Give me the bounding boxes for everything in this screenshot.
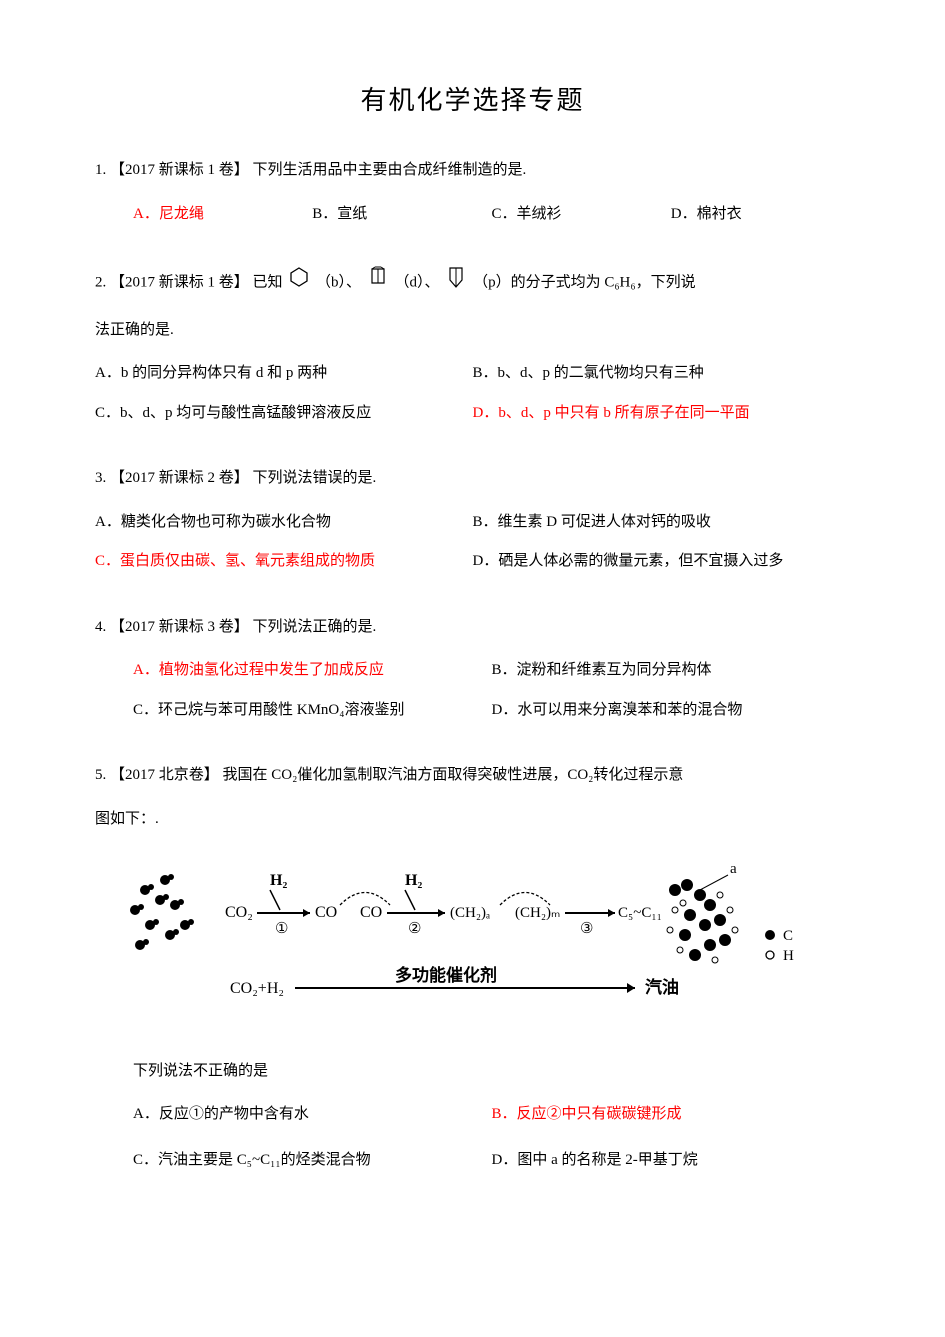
q2-stem-mid2: （d）、 [395,275,440,291]
legend-h-dot-icon [766,951,774,959]
q3-options: A．糖类化合物也可称为碳水化合物 B．维生素 D 可促进人体对钙的吸收 C．蛋白… [95,507,850,586]
q3-option-d: D．硒是人体必需的微量元素，但不宜摄入过多 [473,546,851,578]
q2-option-a: A．b 的同分异构体只有 d 和 p 两种 [95,358,473,390]
question-5: 5. 【2017 北京卷】 我国在 CO₂催化加氢制取汽油方面取得突破性进展，C… [95,760,850,1190]
catalyst-label: 多功能催化剂 [395,965,497,985]
legend-h-label: H [783,948,794,964]
q2-option-d: D．b、d、p 中只有 b 所有原子在同一平面 [473,398,851,430]
q5-stem-after: 下列说法不正确的是 [95,1056,850,1088]
question-1: 1. 【2017 新课标 1 卷】 下列生活用品中主要由合成纤维制造的是. A．… [95,155,850,238]
q3-stem-text: 下列说法错误的是. [253,470,377,486]
q2-stem: 2. 【2017 新课标 1 卷】 已知 （b）、 （d）、 （p）的分 [95,264,850,303]
q4-option-c: C．环己烷与苯可用酸性 KMnO₄溶液鉴别 [133,695,492,727]
gasoline-label: 汽油 [645,977,679,997]
q4-number: 4. [95,619,106,635]
q2-stem-pre: 已知 [253,275,283,291]
q2-option-c: C．b、d、p 均可与酸性高锰酸钾溶液反应 [95,398,473,430]
q5-option-a: A．反应①的产物中含有水 [133,1099,492,1131]
q2-stem-mid1: （b）、 [316,275,361,291]
h2-label-2: H₂ [405,872,422,889]
q3-tag: 【2017 新课标 2 卷】 [110,470,249,486]
molecule-cluster-right-icon [667,879,738,963]
page-title: 有机化学选择专题 [95,80,850,117]
q1-number: 1. [95,162,106,178]
ch2a-label: (CH₂)ₐ [450,905,490,921]
benzene-icon [288,266,310,301]
prismane-icon [367,265,389,302]
q5-option-d: D．图中 a 的名称是 2-甲基丁烷 [492,1145,851,1177]
q5-number: 5. [95,767,106,783]
q1-tag: 【2017 新课标 1 卷】 [110,162,249,178]
q1-options: A．尼龙绳 B．宣纸 C．羊绒衫 D．棉衬衣 [95,199,850,239]
q1-option-a: A．尼龙绳 [133,199,312,231]
q3-option-b: B．维生素 D 可促进人体对钙的吸收 [473,507,851,539]
q5-stem: 5. 【2017 北京卷】 我国在 CO₂催化加氢制取汽油方面取得突破性进展，C… [95,760,850,792]
q5-option-c: C．汽油主要是 C₅~C₁₁的烃类混合物 [133,1145,492,1177]
step2-label: ② [408,921,421,937]
a-label: a [730,861,737,877]
co-label-1: CO [315,904,337,921]
q4-stem-text: 下列说法正确的是. [253,619,377,635]
molecule-cluster-left-icon [130,874,194,950]
co-label-2: CO [360,904,382,921]
q2-stem-mid3: （p）的分子式均为 C₆H₆，下列说 [473,275,696,291]
q2-tag: 【2017 新课标 1 卷】 [110,275,249,291]
q1-option-b: B．宣纸 [312,199,491,231]
legend-c-dot-icon [765,930,775,940]
q1-option-d: D．棉衬衣 [671,199,850,231]
q4-options: A．植物油氢化过程中发生了加成反应 B．淀粉和纤维素互为同分异构体 C．环己烷与… [95,655,850,734]
q4-option-d: D．水可以用来分离溴苯和苯的混合物 [492,695,851,727]
q3-number: 3. [95,470,106,486]
step1-label: ① [275,921,288,937]
q1-option-c: C．羊绒衫 [492,199,671,231]
dewar-icon [445,264,467,303]
q3-option-c: C．蛋白质仅由碳、氢、氧元素组成的物质 [95,546,473,578]
ch2m-label: (CH₂)ₘ [515,905,560,921]
q4-option-b: B．淀粉和纤维素互为同分异构体 [492,655,851,687]
question-3: 3. 【2017 新课标 2 卷】 下列说法错误的是. A．糖类化合物也可称为碳… [95,463,850,586]
co2-label: CO₂ [225,904,253,921]
question-4: 4. 【2017 新课标 3 卷】 下列说法正确的是. A．植物油氢化过程中发生… [95,612,850,735]
q5-stem-line2: 图如下：. [95,804,850,836]
step3-label: ③ [580,921,593,937]
q5-reaction-diagram: H₂ CO₂ ① CO CO H₂ ② (CH₂)ₐ (CH₂)ₘ ③ C₅~C… [115,855,815,1038]
q3-stem: 3. 【2017 新课标 2 卷】 下列说法错误的是. [95,463,850,495]
q5-stem-line1: 我国在 CO₂催化加氢制取汽油方面取得突破性进展，CO₂转化过程示意 [223,767,684,783]
q2-number: 2. [95,275,106,291]
q5-tag: 【2017 北京卷】 [110,767,219,783]
question-2: 2. 【2017 新课标 1 卷】 已知 （b）、 （d）、 （p）的分 [95,264,850,437]
q2-stem-line2: 法正确的是. [95,315,850,347]
c5c11-label: C₅~C₁₁ [618,905,662,921]
q3-option-a: A．糖类化合物也可称为碳水化合物 [95,507,473,539]
q5-option-b: B．反应②中只有碳碳键形成 [492,1099,851,1131]
legend-c-label: C [783,928,793,944]
q2-options: A．b 的同分异构体只有 d 和 p 两种 B．b、d、p 的二氯代物均只有三种… [95,358,850,437]
q4-tag: 【2017 新课标 3 卷】 [110,619,249,635]
q2-option-b: B．b、d、p 的二氯代物均只有三种 [473,358,851,390]
q5-options: A．反应①的产物中含有水 B．反应②中只有碳碳键形成 C．汽油主要是 C₅~C₁… [95,1099,850,1190]
q1-stem-text: 下列生活用品中主要由合成纤维制造的是. [253,162,527,178]
q4-option-a: A．植物油氢化过程中发生了加成反应 [133,655,492,687]
h2-label-1: H₂ [270,872,287,889]
q4-stem: 4. 【2017 新课标 3 卷】 下列说法正确的是. [95,612,850,644]
q1-stem: 1. 【2017 新课标 1 卷】 下列生活用品中主要由合成纤维制造的是. [95,155,850,187]
bottom-left-label: CO₂+H₂ [230,980,284,997]
